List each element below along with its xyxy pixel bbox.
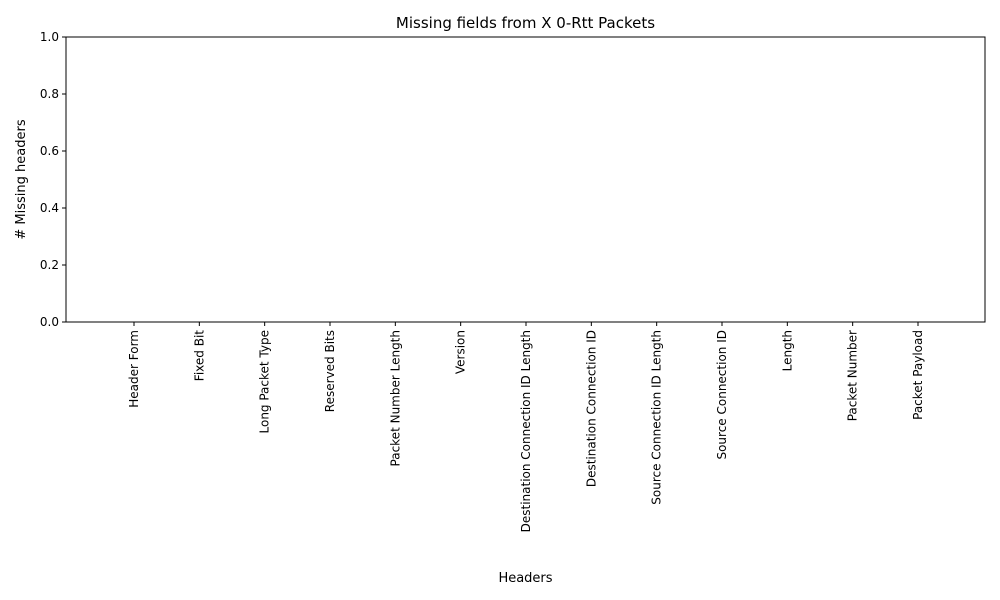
x-tick-label: Source Connection ID Length bbox=[650, 330, 664, 505]
y-tick-label: 0.8 bbox=[40, 87, 59, 101]
x-tick-label: Source Connection ID bbox=[715, 330, 729, 460]
x-tick-label: Packet Number bbox=[846, 330, 860, 421]
y-tick-label: 0.0 bbox=[40, 315, 59, 329]
x-tick-label: Length bbox=[780, 330, 794, 371]
x-tick-label: Destination Connection ID Length bbox=[519, 330, 533, 532]
y-tick-label: 1.0 bbox=[40, 30, 59, 44]
plot-area: 0.0 0.2 0.4 0.6 0.8 1.0 Header Form Fixed Bit Lo… bbox=[40, 30, 925, 532]
x-tick-label: Packet Number Length bbox=[388, 330, 402, 466]
x-tick-label: Version bbox=[454, 330, 468, 374]
chart-title: Missing fields from X 0-Rtt Packets bbox=[396, 14, 655, 32]
x-axis-label: Headers bbox=[498, 571, 552, 586]
x-tick-label: Packet Payload bbox=[911, 330, 925, 420]
y-tick-label: 0.2 bbox=[40, 258, 59, 272]
x-tick-label: Fixed Bit bbox=[192, 330, 206, 381]
x-tick-label: Reserved Bits bbox=[323, 330, 337, 412]
plot-frame bbox=[65, 36, 986, 323]
x-tick-label: Header Form bbox=[127, 330, 141, 408]
x-tick-label: Long Packet Type bbox=[258, 330, 272, 434]
y-tick-label: 0.6 bbox=[40, 144, 59, 158]
y-tick-label: 0.4 bbox=[40, 201, 59, 215]
x-tick-label: Destination Connection ID bbox=[584, 330, 598, 487]
y-axis-label: # Missing headers bbox=[14, 119, 29, 239]
